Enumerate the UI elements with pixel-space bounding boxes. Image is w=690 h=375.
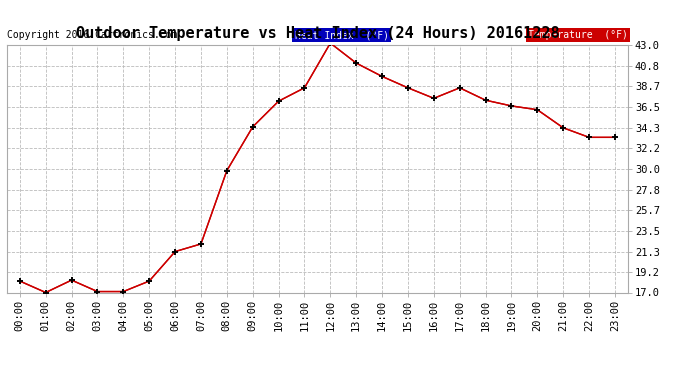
- Title: Outdoor Temperature vs Heat Index (24 Hours) 20161228: Outdoor Temperature vs Heat Index (24 Ho…: [76, 26, 559, 41]
- Text: Temperature  (°F): Temperature (°F): [528, 30, 628, 40]
- Text: Copyright 2016 Cartronics.com: Copyright 2016 Cartronics.com: [7, 30, 177, 40]
- Text: Heat Index  (°F): Heat Index (°F): [295, 30, 389, 40]
